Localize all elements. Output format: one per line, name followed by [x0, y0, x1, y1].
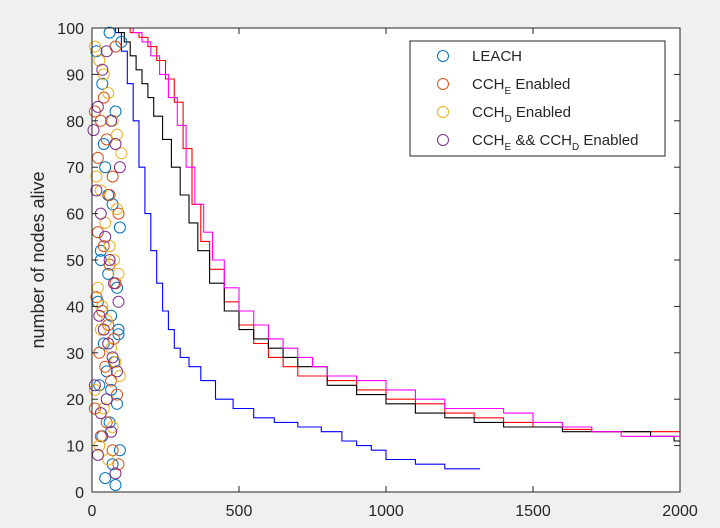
- scatter-point-3: [93, 309, 106, 322]
- y-axis-label: number of nodes alive: [28, 171, 48, 348]
- y-tick-label: 40: [66, 299, 84, 316]
- scatter-point-0: [99, 161, 112, 174]
- scatter-point-3: [112, 295, 125, 308]
- scatter-point-2: [97, 68, 110, 81]
- scatter-point-3: [109, 138, 122, 150]
- scatter-point-2: [93, 54, 106, 67]
- legend-marker: [437, 134, 449, 146]
- scatter-point-1: [94, 430, 107, 443]
- scatter-point-2: [102, 87, 115, 99]
- scatter-point-1: [102, 319, 115, 331]
- scatter-point-3: [87, 124, 100, 137]
- legend-marker: [437, 106, 449, 118]
- scatter-point-0: [109, 479, 122, 491]
- legend-label: CCHD​ Enabled: [472, 104, 571, 125]
- scatter-point-0: [93, 379, 106, 392]
- scatter-point-3: [108, 277, 120, 290]
- scatter-point-2: [88, 40, 101, 53]
- legend-marker: [437, 78, 449, 90]
- x-tick-label: 1000: [368, 503, 404, 520]
- scatter-point-2: [108, 254, 120, 266]
- y-tick-label: 70: [66, 160, 84, 177]
- scatter-point-2: [115, 147, 128, 160]
- scatter-point-2: [106, 421, 119, 433]
- y-tick-label: 100: [57, 21, 84, 38]
- legend-label: CCHE​ && CCHD​ Enabled: [472, 132, 638, 153]
- series-line-0: [92, 27, 481, 470]
- scatter-point-1: [111, 388, 123, 401]
- scatter-point-3: [113, 161, 126, 174]
- ticks-layer: 0 500 1000 1500 2000 0 10 20 30 40 50 60 70 80 90 100: [57, 21, 698, 520]
- scatter-point-3: [105, 425, 118, 438]
- scatter-point-3: [109, 467, 122, 480]
- scatter-point-3: [111, 365, 123, 378]
- x-tick-label: 500: [226, 503, 253, 520]
- scatter-point-0: [111, 397, 123, 410]
- scatter-point-2: [90, 170, 103, 183]
- legend-label: LEACH: [472, 48, 522, 65]
- scatter-point-1: [97, 91, 110, 104]
- scatter-point-3: [102, 337, 115, 350]
- scatter-point-3: [100, 393, 113, 406]
- scatter-point-0: [113, 444, 126, 457]
- y-tick-label: 20: [66, 392, 84, 409]
- scatter-point-2: [111, 203, 123, 215]
- series-layer: [92, 27, 680, 470]
- scatter-point-0: [106, 458, 119, 471]
- x-tick-label: 1500: [515, 503, 551, 520]
- legend-box: [409, 40, 666, 157]
- scatter-point-2: [111, 128, 123, 141]
- y-tick-label: 50: [66, 253, 84, 270]
- scatter-point-0: [103, 26, 116, 39]
- y-tick-label: 90: [66, 67, 84, 84]
- scatter-point-3: [103, 254, 116, 266]
- scatter-point-3: [88, 379, 101, 392]
- scatter-point-2: [94, 184, 107, 197]
- scatter-point-0: [96, 77, 109, 90]
- series-line-3: [92, 27, 680, 437]
- scatter-point-2: [94, 323, 107, 336]
- scatter-point-3: [97, 323, 110, 336]
- scatter-point-3: [94, 407, 107, 420]
- scatter-point-2: [102, 453, 115, 466]
- y-tick-label: 60: [66, 207, 84, 224]
- scatter-point-0: [99, 472, 112, 485]
- scatter-point-2: [88, 383, 101, 396]
- scatter-point-3: [90, 184, 103, 197]
- scatter-point-3: [105, 114, 118, 127]
- legend-label: CCHE​ Enabled: [472, 76, 570, 97]
- y-tick-label: 30: [66, 346, 84, 363]
- scatter-point-1: [106, 170, 119, 183]
- scatter-point-0: [90, 45, 103, 58]
- scatter-point-0: [112, 328, 125, 341]
- legend-marker: [437, 50, 449, 62]
- scatter-point-1: [90, 291, 103, 304]
- y-tick-label: 10: [66, 439, 84, 456]
- scatter-layer: [87, 26, 128, 491]
- scatter-point-3: [96, 63, 109, 76]
- scatter-point-3: [106, 351, 119, 364]
- scatter-point-0: [102, 267, 115, 280]
- y-tick-label: 80: [66, 114, 84, 131]
- scatter-point-3: [99, 230, 112, 243]
- x-tick-label: 0: [88, 503, 97, 520]
- series-line-2: [92, 27, 680, 442]
- scatter-point-1: [103, 258, 116, 271]
- scatter-point-2: [100, 314, 113, 327]
- x-tick-label: 2000: [662, 503, 698, 520]
- scatter-point-0: [113, 221, 126, 234]
- scatter-point-3: [100, 45, 113, 58]
- scatter-point-1: [112, 207, 125, 220]
- y-tick-label: 0: [75, 485, 84, 502]
- scatter-point-1: [112, 458, 125, 471]
- legend: LEACH CCHE​ Enabled CCHD​ Enabled CCHE​ && …: [409, 40, 666, 157]
- scatter-point-1: [97, 240, 110, 253]
- scatter-point-1: [99, 360, 112, 373]
